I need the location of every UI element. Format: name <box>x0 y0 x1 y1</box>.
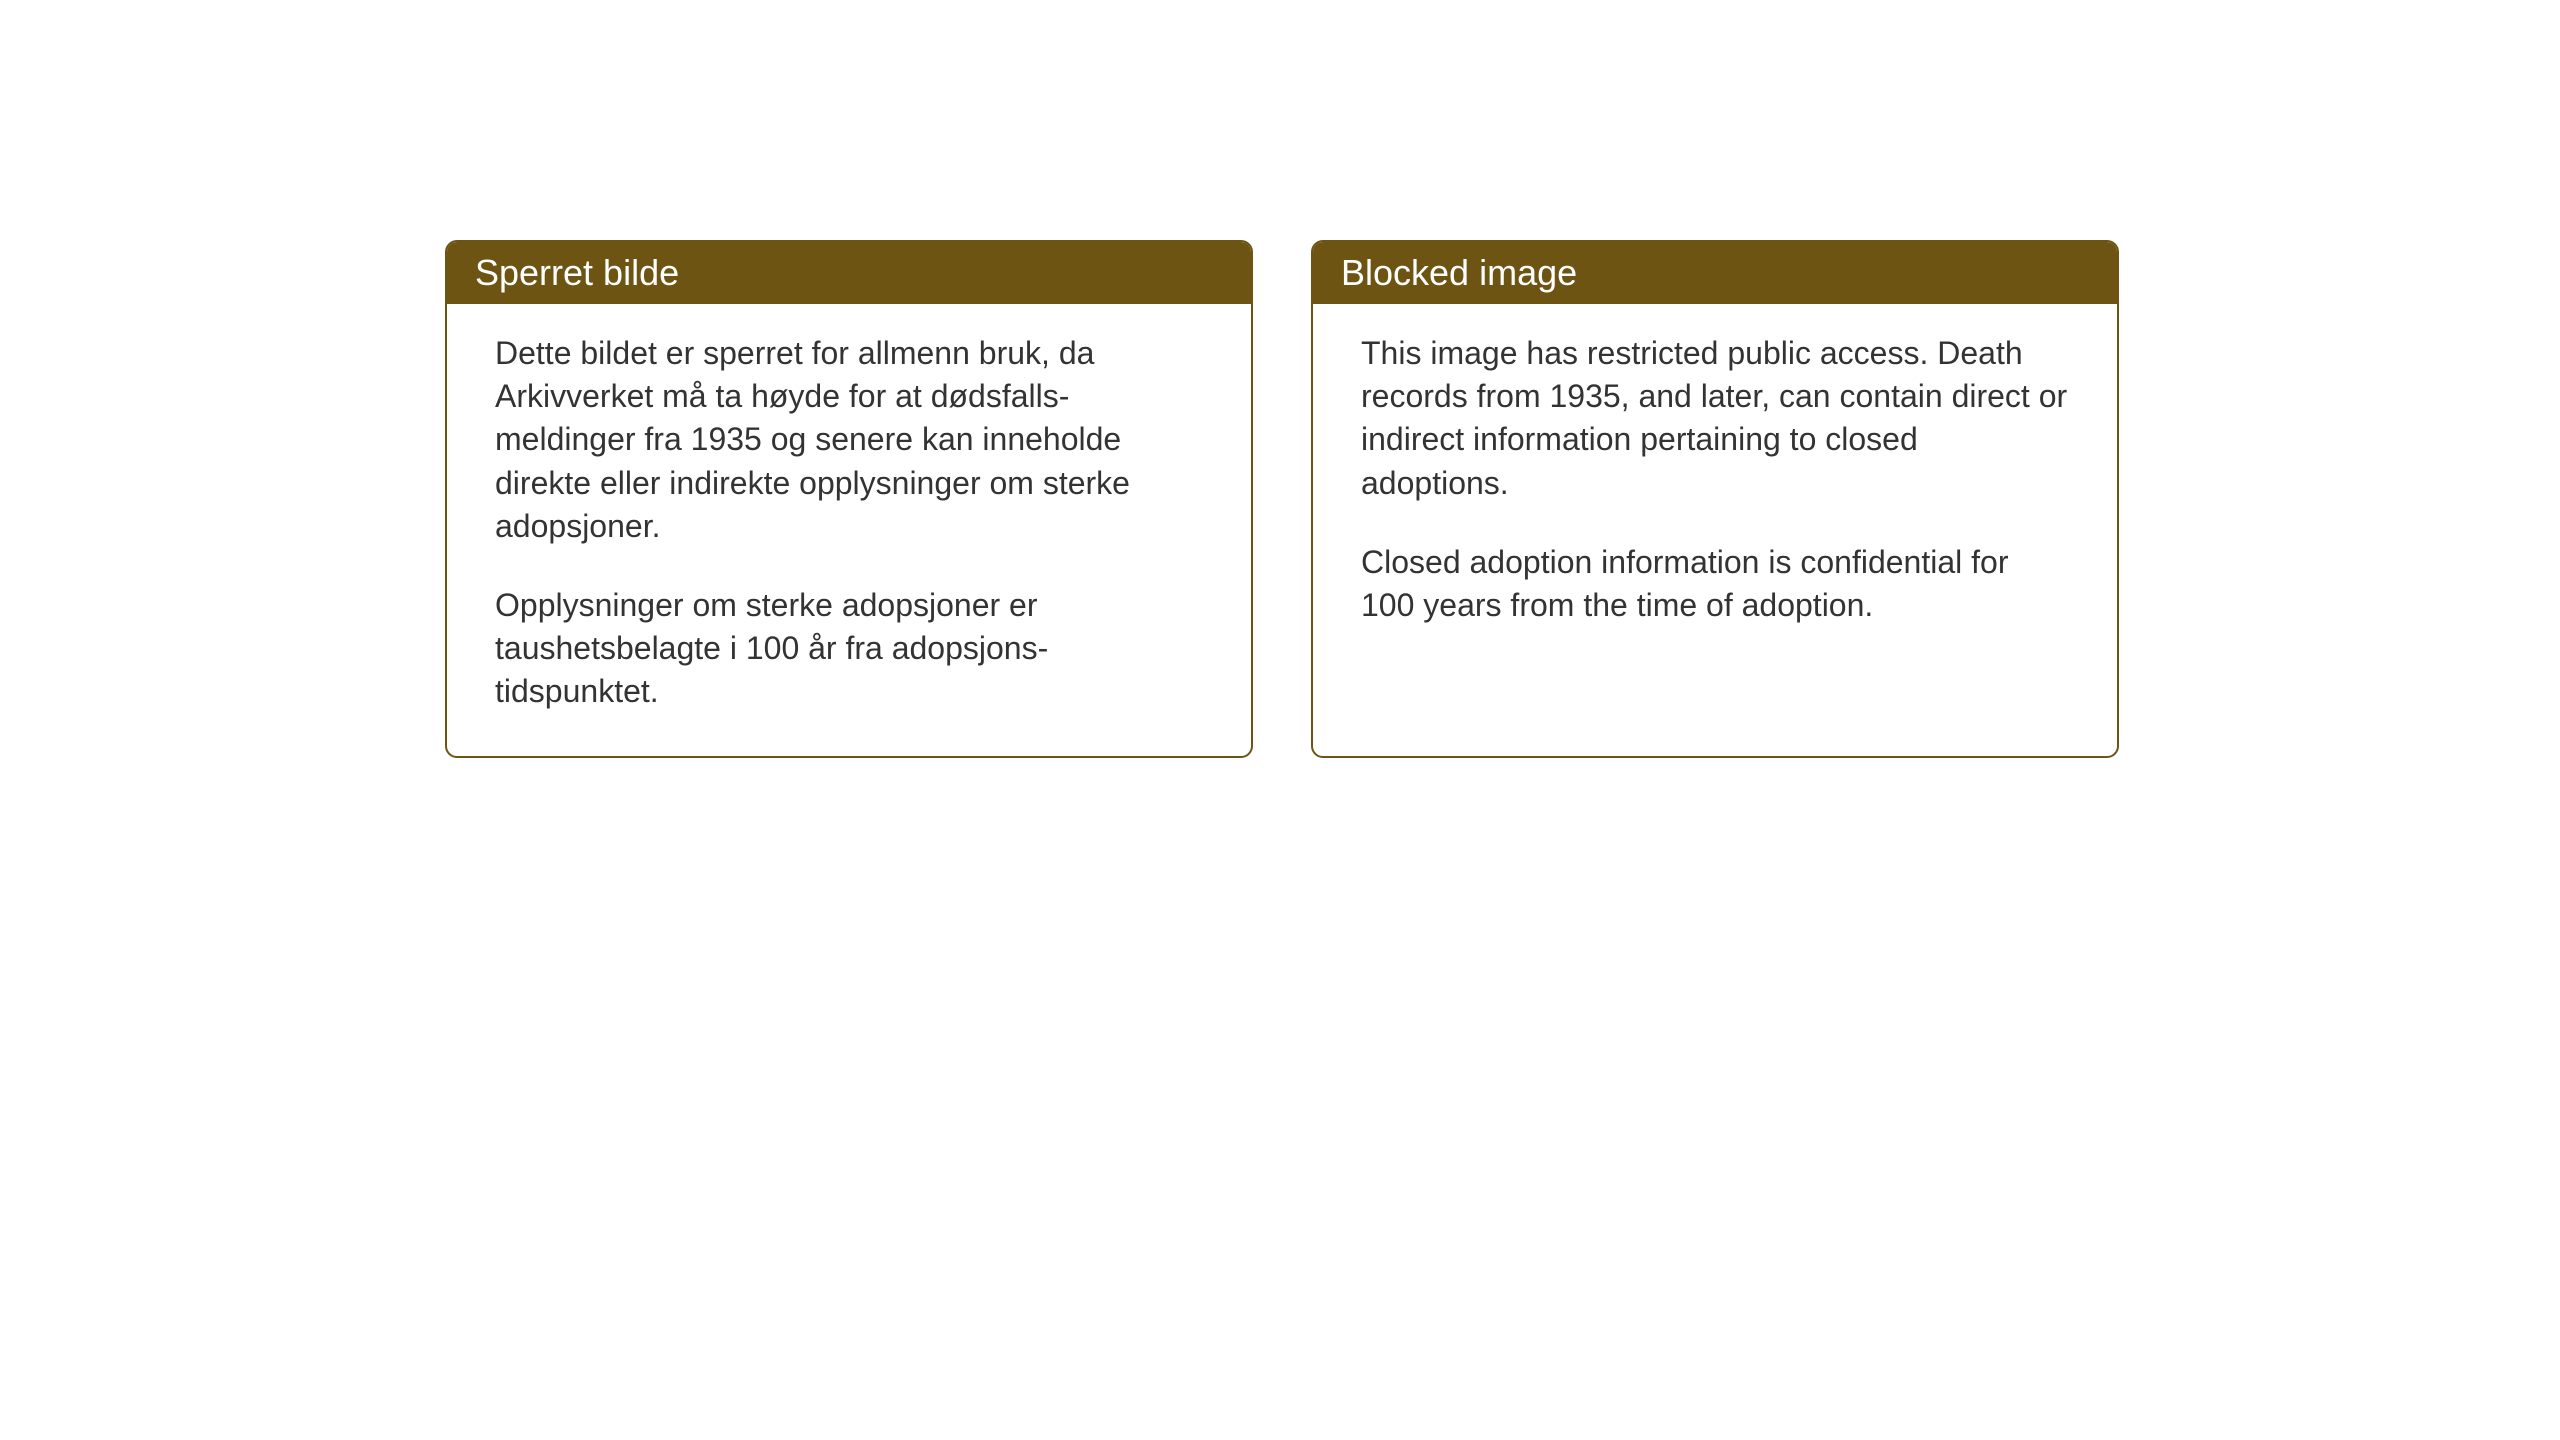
notice-header-norwegian: Sperret bilde <box>447 242 1251 304</box>
notice-header-english: Blocked image <box>1313 242 2117 304</box>
notice-cards-container: Sperret bilde Dette bildet er sperret fo… <box>445 240 2119 758</box>
notice-title-norwegian: Sperret bilde <box>475 252 679 293</box>
notice-body-english: This image has restricted public access.… <box>1313 304 2117 669</box>
notice-paragraph-2-norwegian: Opplysninger om sterke adopsjoner er tau… <box>495 584 1203 714</box>
notice-card-norwegian: Sperret bilde Dette bildet er sperret fo… <box>445 240 1253 758</box>
notice-paragraph-1-english: This image has restricted public access.… <box>1361 332 2069 505</box>
notice-card-english: Blocked image This image has restricted … <box>1311 240 2119 758</box>
notice-body-norwegian: Dette bildet er sperret for allmenn bruk… <box>447 304 1251 756</box>
notice-title-english: Blocked image <box>1341 252 1577 293</box>
notice-paragraph-2-english: Closed adoption information is confident… <box>1361 541 2069 627</box>
notice-paragraph-1-norwegian: Dette bildet er sperret for allmenn bruk… <box>495 332 1203 548</box>
